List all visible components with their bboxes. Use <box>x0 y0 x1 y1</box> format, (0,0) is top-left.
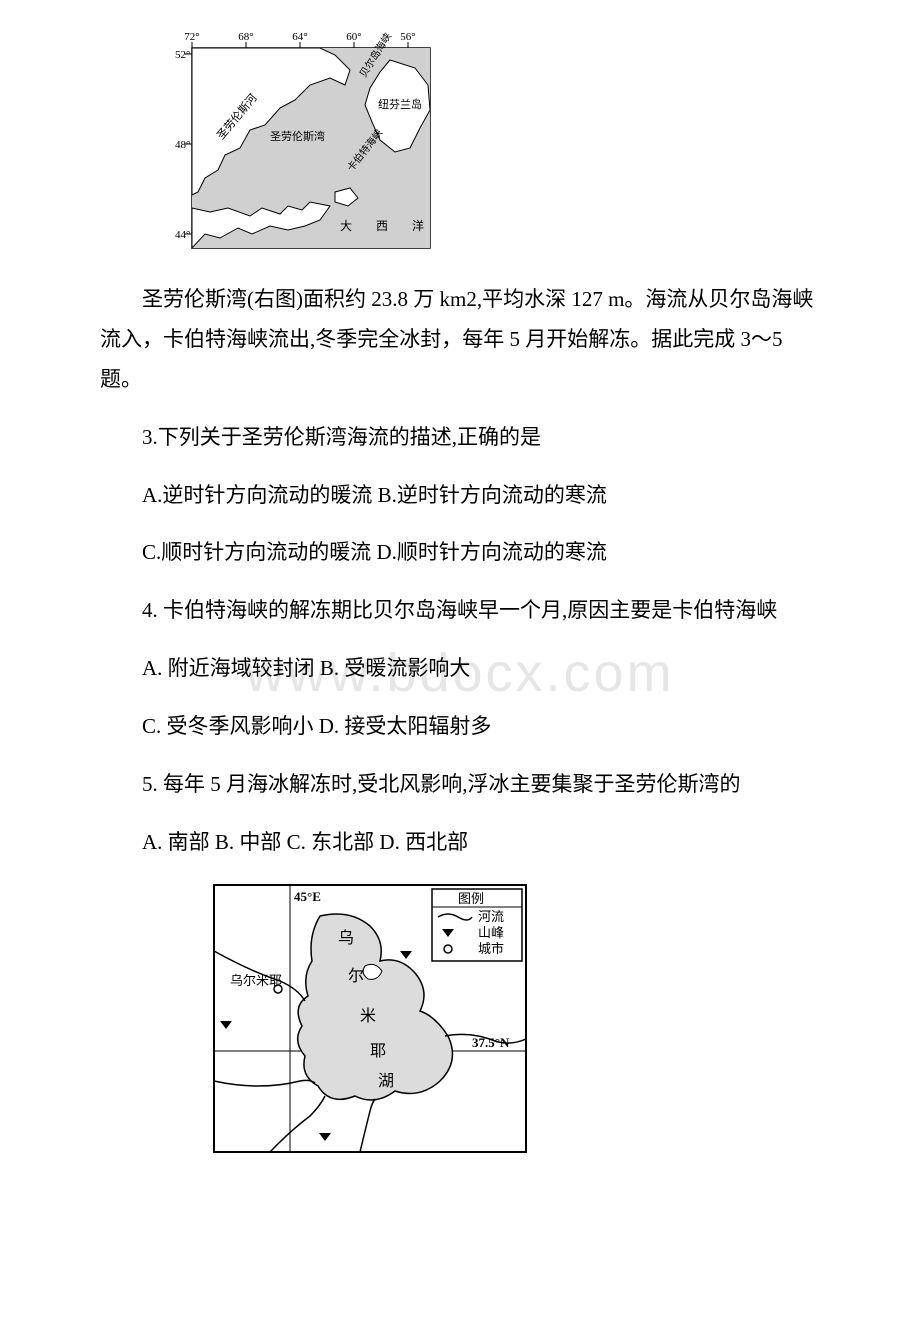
lon-tick: 60° <box>346 31 361 43</box>
legend-title: 图例 <box>458 891 484 906</box>
lon-tick: 72° <box>184 31 199 43</box>
legend-city: 城市 <box>478 941 504 956</box>
lat-tick: 44° <box>175 229 190 241</box>
q3-options-cd: C.顺时针方向流动的暖流 D.顺时针方向流动的寒流 <box>100 533 820 573</box>
q4-options-cd: C. 受冬季风影响小 D. 接受太阳辐射多 <box>100 707 820 747</box>
q3-stem: 3.下列关于圣劳伦斯湾海流的描述,正确的是 <box>100 418 820 458</box>
lake-char: 米 <box>360 1007 376 1025</box>
lake-char: 尔 <box>348 967 364 985</box>
q4-stem: 4. 卡伯特海峡的解冻期比贝尔岛海峡早一个月,原因主要是卡伯特海峡 <box>100 591 820 631</box>
map1-ocean-label: 大 西 洋 <box>340 218 430 233</box>
map1-gulf-label: 圣劳伦斯湾 <box>270 129 325 143</box>
legend-river: 河流 <box>478 909 504 924</box>
lon-tick: 68° <box>238 31 253 43</box>
legend-peak: 山峰 <box>478 925 504 940</box>
lon-tick: 56° <box>400 31 415 43</box>
map2-lon-label: 45°E <box>294 889 321 904</box>
q5-stem: 5. 每年 5 月海冰解冻时,受北风影响,浮冰主要集聚于圣劳伦斯湾的 <box>100 765 820 805</box>
lake-char: 耶 <box>370 1042 386 1060</box>
map1-nf-label: 纽芬兰岛 <box>378 97 422 111</box>
q4-options-ab: A. 附近海域较封闭 B. 受暖流影响大 <box>100 649 820 689</box>
lat-tick: 52° <box>175 49 190 61</box>
lon-tick: 64° <box>292 31 307 43</box>
q3-options-ab: A.逆时针方向流动的暖流 B.逆时针方向流动的寒流 <box>100 476 820 516</box>
map2-city-label: 乌尔米耶 <box>230 973 282 988</box>
lake-char: 乌 <box>338 929 354 947</box>
document-content: 72° 68° 64° 60° 56° 52° 48° 44° <box>0 30 920 1196</box>
map-figure-1: 72° 68° 64° 60° 56° 52° 48° 44° <box>170 30 820 260</box>
lake-char: 湖 <box>378 1072 394 1090</box>
passage-1: 圣劳伦斯湾(右图)面积约 23.8 万 km2,平均水深 127 m。海流从贝尔… <box>100 280 820 400</box>
q5-options: A. 南部 B. 中部 C. 东北部 D. 西北部 <box>100 823 820 863</box>
lat-tick: 48° <box>175 139 190 151</box>
map-figure-2: 45°E 37.5°N 图例 河流 山峰 城市 乌 尔 米 耶 <box>210 881 820 1156</box>
